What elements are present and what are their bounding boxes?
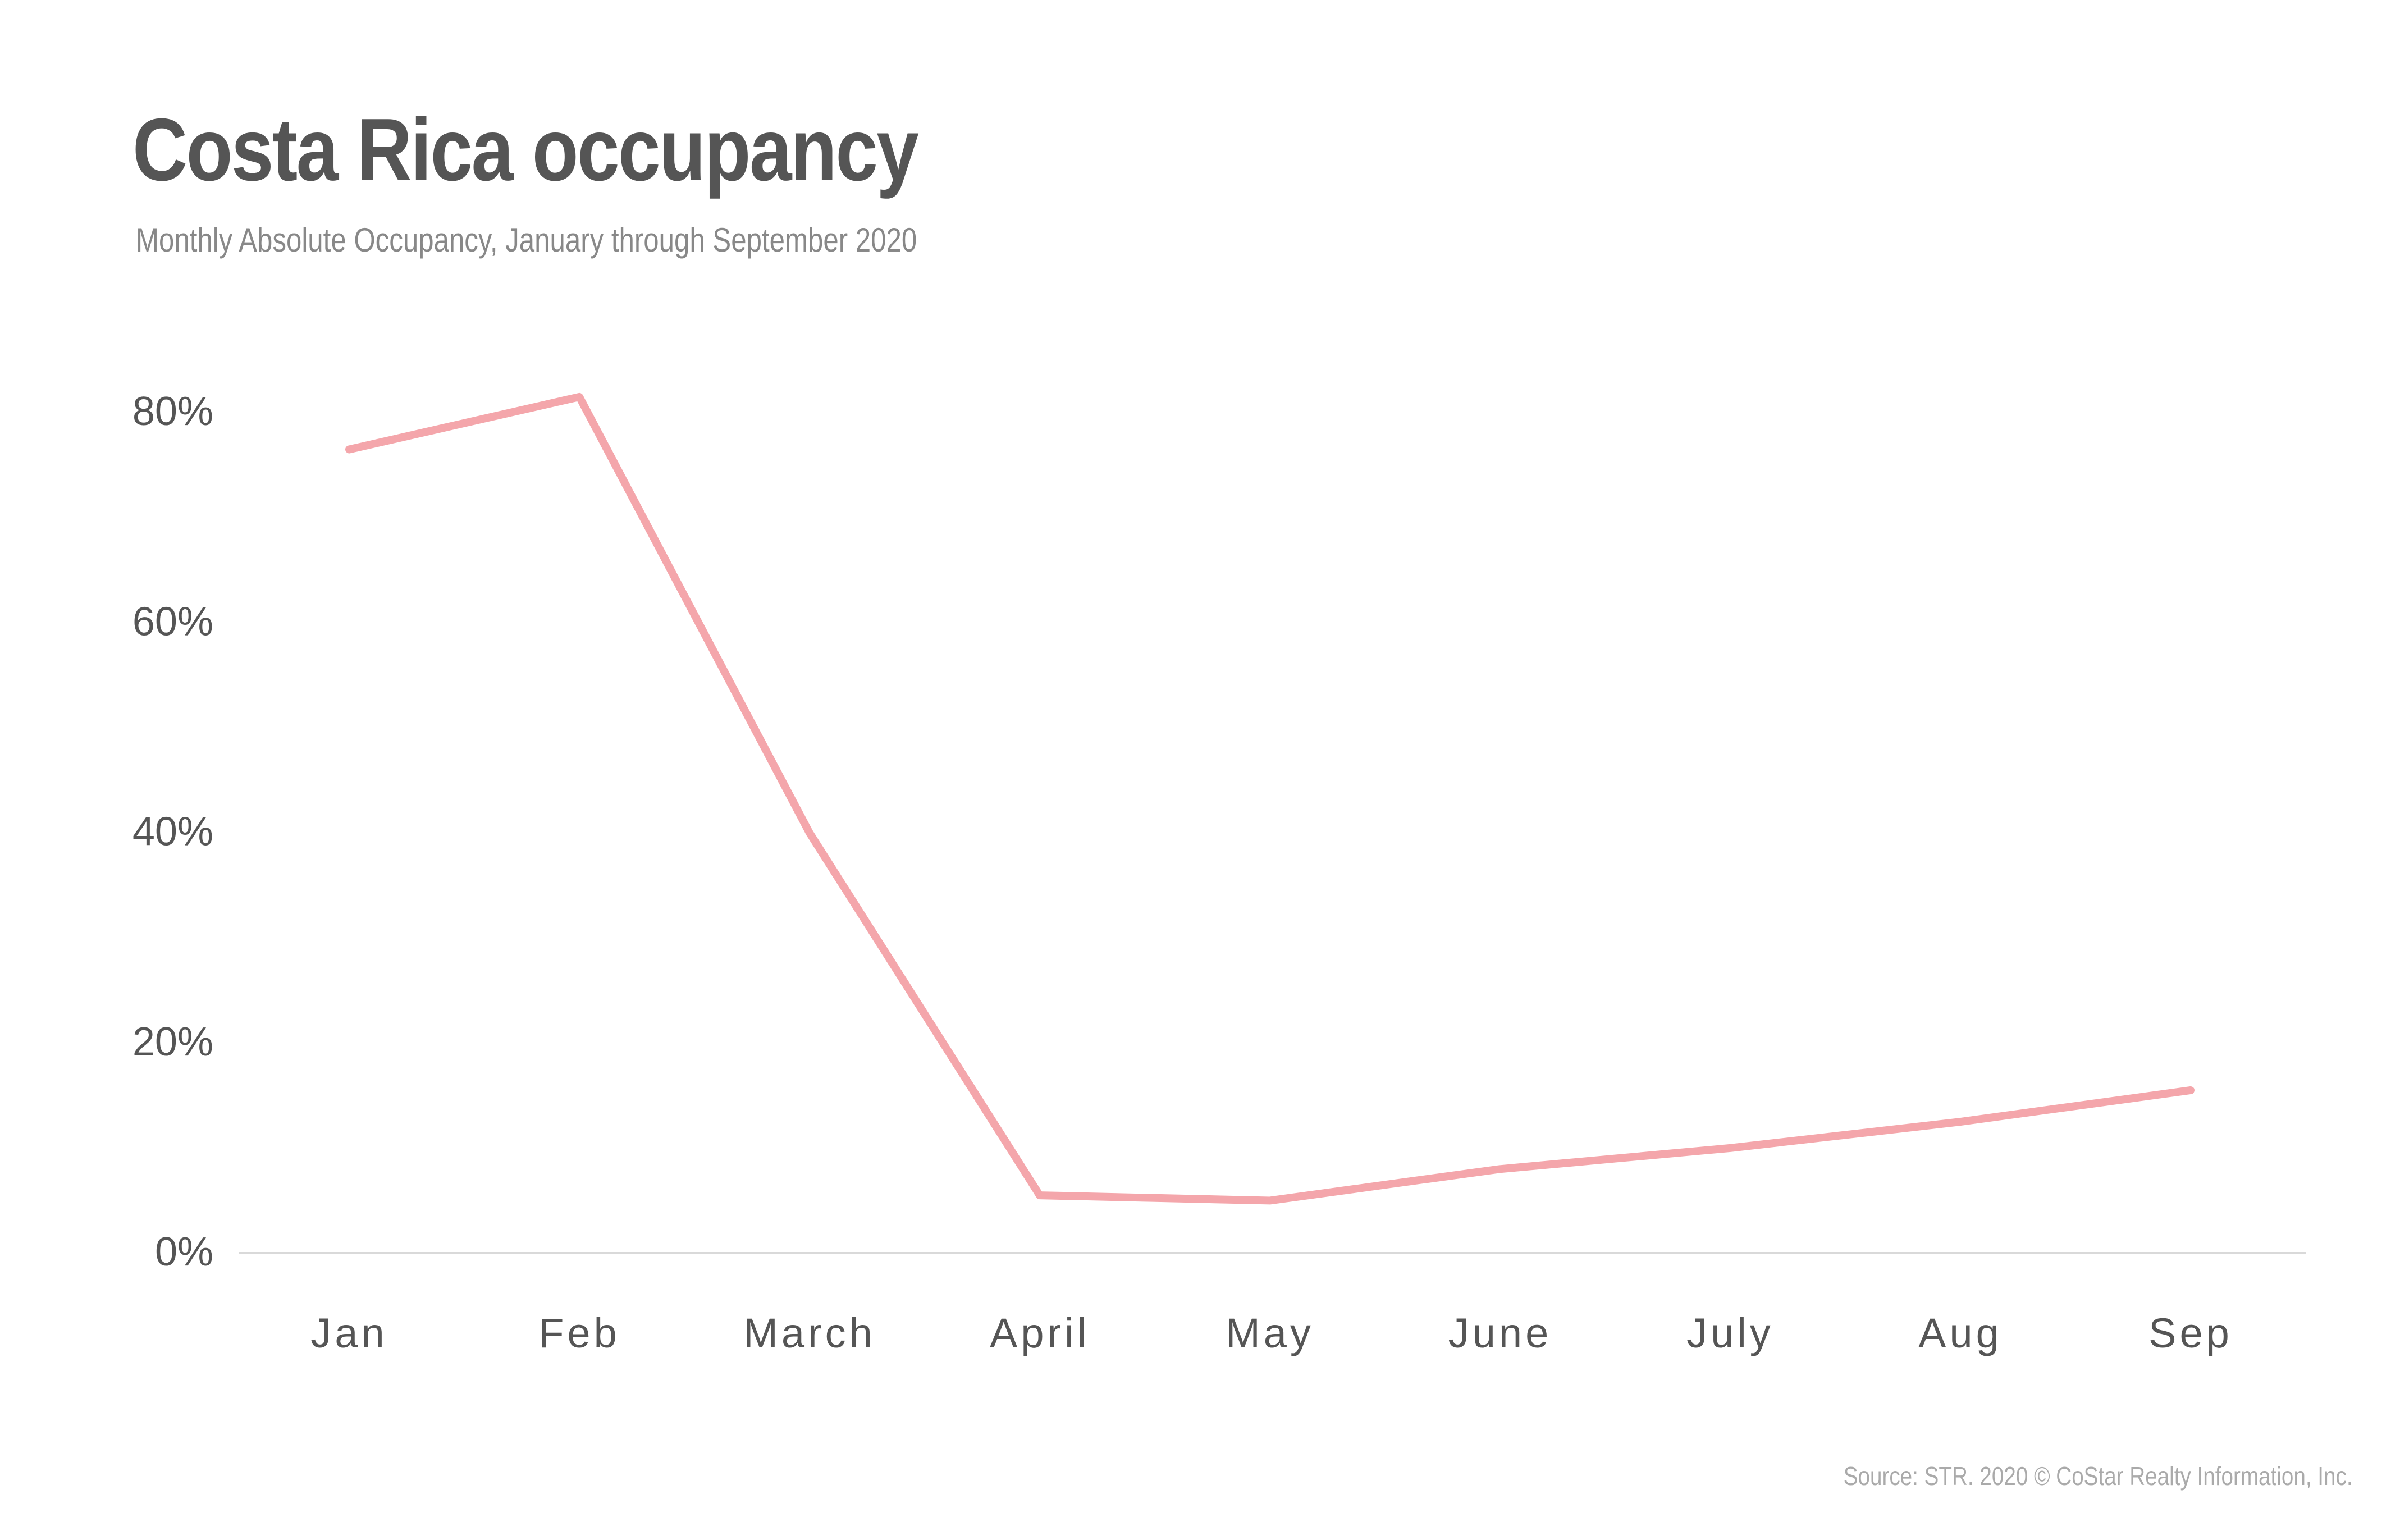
source-note: Source: STR. 2020 © CoStar Realty Inform… [1844, 1461, 2353, 1491]
data-point [1036, 1191, 1044, 1199]
series-line [345, 392, 2195, 1205]
x-tick-label: May [1226, 1310, 1314, 1356]
x-tick-label: Sep [2148, 1310, 2233, 1356]
data-point [1266, 1196, 1274, 1204]
data-point [345, 445, 353, 453]
y-axis: 0% 20% 40% 60% 80% [132, 389, 213, 1274]
x-tick-label: March [743, 1310, 876, 1356]
x-tick-label: June [1448, 1310, 1552, 1356]
chart-title: Costa Rica occupancy [132, 100, 919, 199]
x-axis: Jan Feb March April May June July Aug Sep [239, 1252, 2306, 1356]
y-tick-label: 40% [132, 810, 213, 854]
chart-subtitle: Monthly Absolute Occupancy, January thro… [136, 221, 917, 259]
x-tick-label: Jan [310, 1310, 387, 1356]
plot-area [345, 392, 2195, 1205]
data-point [1726, 1144, 1734, 1152]
x-tick-label: April [990, 1310, 1090, 1356]
data-point [2187, 1086, 2195, 1094]
x-tick-label: July [1686, 1310, 1774, 1356]
y-tick-label: 20% [132, 1020, 213, 1064]
y-tick-label: 60% [132, 599, 213, 644]
x-tick-label: Aug [1918, 1310, 2003, 1356]
data-point [1956, 1118, 1964, 1126]
data-point [575, 393, 583, 401]
data-point [1496, 1165, 1504, 1173]
y-tick-label: 80% [132, 389, 213, 434]
y-tick-label: 0% [155, 1230, 213, 1274]
x-tick-label: Feb [538, 1310, 620, 1356]
data-point [806, 829, 813, 837]
